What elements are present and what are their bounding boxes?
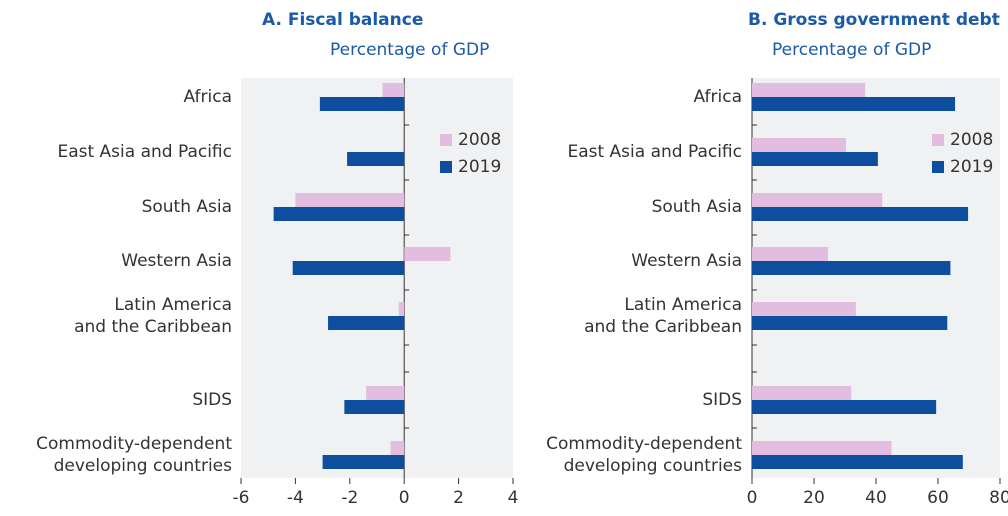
bar	[390, 441, 405, 455]
legend-label: 2019	[458, 157, 501, 177]
bar	[404, 247, 451, 261]
x-tick-label: 2	[453, 488, 464, 508]
legend-swatch	[932, 161, 944, 173]
category-label: South Asia	[652, 197, 742, 217]
bar	[398, 302, 405, 316]
chart-subtitle: Percentage of GDP	[330, 40, 489, 60]
bar	[752, 152, 878, 166]
bar	[752, 247, 828, 261]
bar	[752, 207, 969, 221]
bar	[752, 302, 856, 316]
x-tick-label: 0	[747, 488, 758, 508]
bar	[752, 316, 948, 330]
bar	[752, 455, 963, 469]
chart-subtitle: Percentage of GDP	[772, 40, 931, 60]
category-label: Latin America and the Caribbean	[74, 295, 232, 337]
x-tick-label: -6	[233, 488, 250, 508]
bar	[366, 386, 405, 400]
legend-label: 2008	[458, 130, 501, 150]
bar	[752, 83, 866, 97]
chart-title: A. Fiscal balance	[262, 10, 423, 30]
bar	[328, 316, 405, 330]
bar	[752, 386, 852, 400]
x-tick-label: 4	[508, 488, 519, 508]
category-label: East Asia and Pacific	[57, 142, 232, 162]
x-tick-label: 40	[865, 488, 887, 508]
category-label: Western Asia	[631, 251, 742, 271]
bar	[752, 97, 956, 111]
category-label: SIDS	[702, 390, 742, 410]
chart-title: B. Gross government debt	[748, 10, 1000, 30]
bar	[752, 441, 892, 455]
legend-swatch	[440, 161, 452, 173]
category-label: Africa	[184, 87, 233, 107]
x-tick-label: 80	[989, 488, 1008, 508]
bar	[752, 400, 937, 414]
x-tick-label: -2	[341, 488, 358, 508]
category-label: SIDS	[192, 390, 232, 410]
legend-swatch	[932, 134, 944, 146]
bar	[752, 193, 883, 207]
category-label: South Asia	[142, 197, 232, 217]
category-label: East Asia and Pacific	[567, 142, 742, 162]
bar	[344, 400, 405, 414]
x-tick-label: 0	[399, 488, 410, 508]
legend-swatch	[440, 134, 452, 146]
x-tick-label: -4	[287, 488, 304, 508]
bar	[322, 455, 405, 469]
category-label: Commodity-dependent developing countries	[36, 434, 232, 476]
legend-label: 2019	[950, 157, 993, 177]
bar	[319, 97, 405, 111]
bar	[752, 138, 846, 152]
category-label: Western Asia	[121, 251, 232, 271]
x-tick-label: 60	[927, 488, 949, 508]
category-label: Commodity-dependent developing countries	[546, 434, 742, 476]
category-label: Africa	[694, 87, 743, 107]
x-tick-label: 20	[803, 488, 825, 508]
bar	[273, 207, 405, 221]
bar	[752, 261, 951, 275]
bar	[295, 193, 405, 207]
category-label: Latin America and the Caribbean	[584, 295, 742, 337]
bar	[292, 261, 405, 275]
bar	[347, 152, 405, 166]
bar	[382, 83, 405, 97]
legend-label: 2008	[950, 130, 993, 150]
